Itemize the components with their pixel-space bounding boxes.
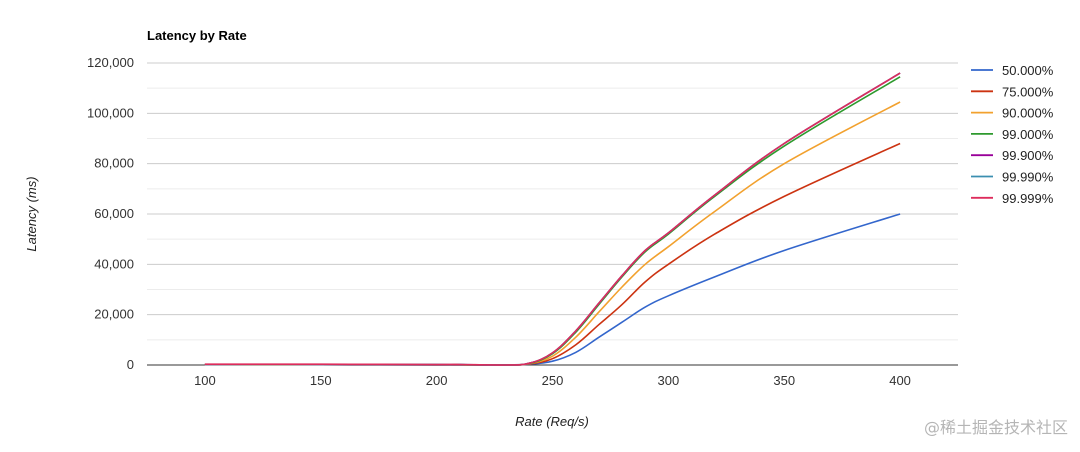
series-line-99000 (204, 76, 901, 366)
legend-label: 90.000% (1002, 106, 1054, 121)
legend-label: 99.990% (1002, 170, 1054, 185)
x-tick-label: 400 (889, 373, 911, 388)
x-axis-ticks: 100 150 200 250 300 350 400 (194, 373, 911, 388)
y-tick-label: 120,000 (87, 55, 134, 70)
series-line-99990 (204, 72, 901, 366)
y-tick-label: 0 (127, 357, 134, 372)
x-tick-label: 250 (542, 373, 564, 388)
y-tick-label: 100,000 (87, 105, 134, 120)
y-tick-label: 40,000 (94, 256, 134, 271)
x-axis-label: Rate (Req/s) (515, 414, 589, 429)
gridlines (147, 62, 958, 341)
y-axis-ticks: 0 20,000 40,000 60,000 80,000 100,000 120,000 (87, 55, 134, 372)
x-tick-label: 100 (194, 373, 216, 388)
series-line-99999 (204, 72, 901, 366)
legend-label: 50.000% (1002, 63, 1054, 78)
series-line-99900 (204, 72, 901, 366)
y-axis-label: Latency (ms) (24, 176, 39, 251)
x-tick-label: 350 (773, 373, 795, 388)
x-tick-label: 300 (658, 373, 680, 388)
x-tick-label: 150 (310, 373, 332, 388)
y-tick-label: 80,000 (94, 156, 134, 171)
legend-label: 75.000% (1002, 84, 1054, 99)
watermark-text: @稀土掘金技术社区 (924, 418, 1068, 437)
legend-label: 99.999% (1002, 191, 1054, 206)
legend-label: 99.000% (1002, 127, 1054, 142)
y-tick-label: 20,000 (94, 307, 134, 322)
series-lines (204, 72, 901, 366)
series-line-90000 (204, 101, 901, 366)
series-line-75000 (204, 142, 901, 366)
legend-label: 99.900% (1002, 148, 1054, 163)
y-tick-label: 60,000 (94, 206, 134, 221)
legend: 50.000% 75.000% 90.000% 99.000% 99.900% 99.99… (971, 63, 1054, 206)
x-tick-label: 200 (426, 373, 448, 388)
chart-title: Latency by Rate (147, 28, 247, 43)
